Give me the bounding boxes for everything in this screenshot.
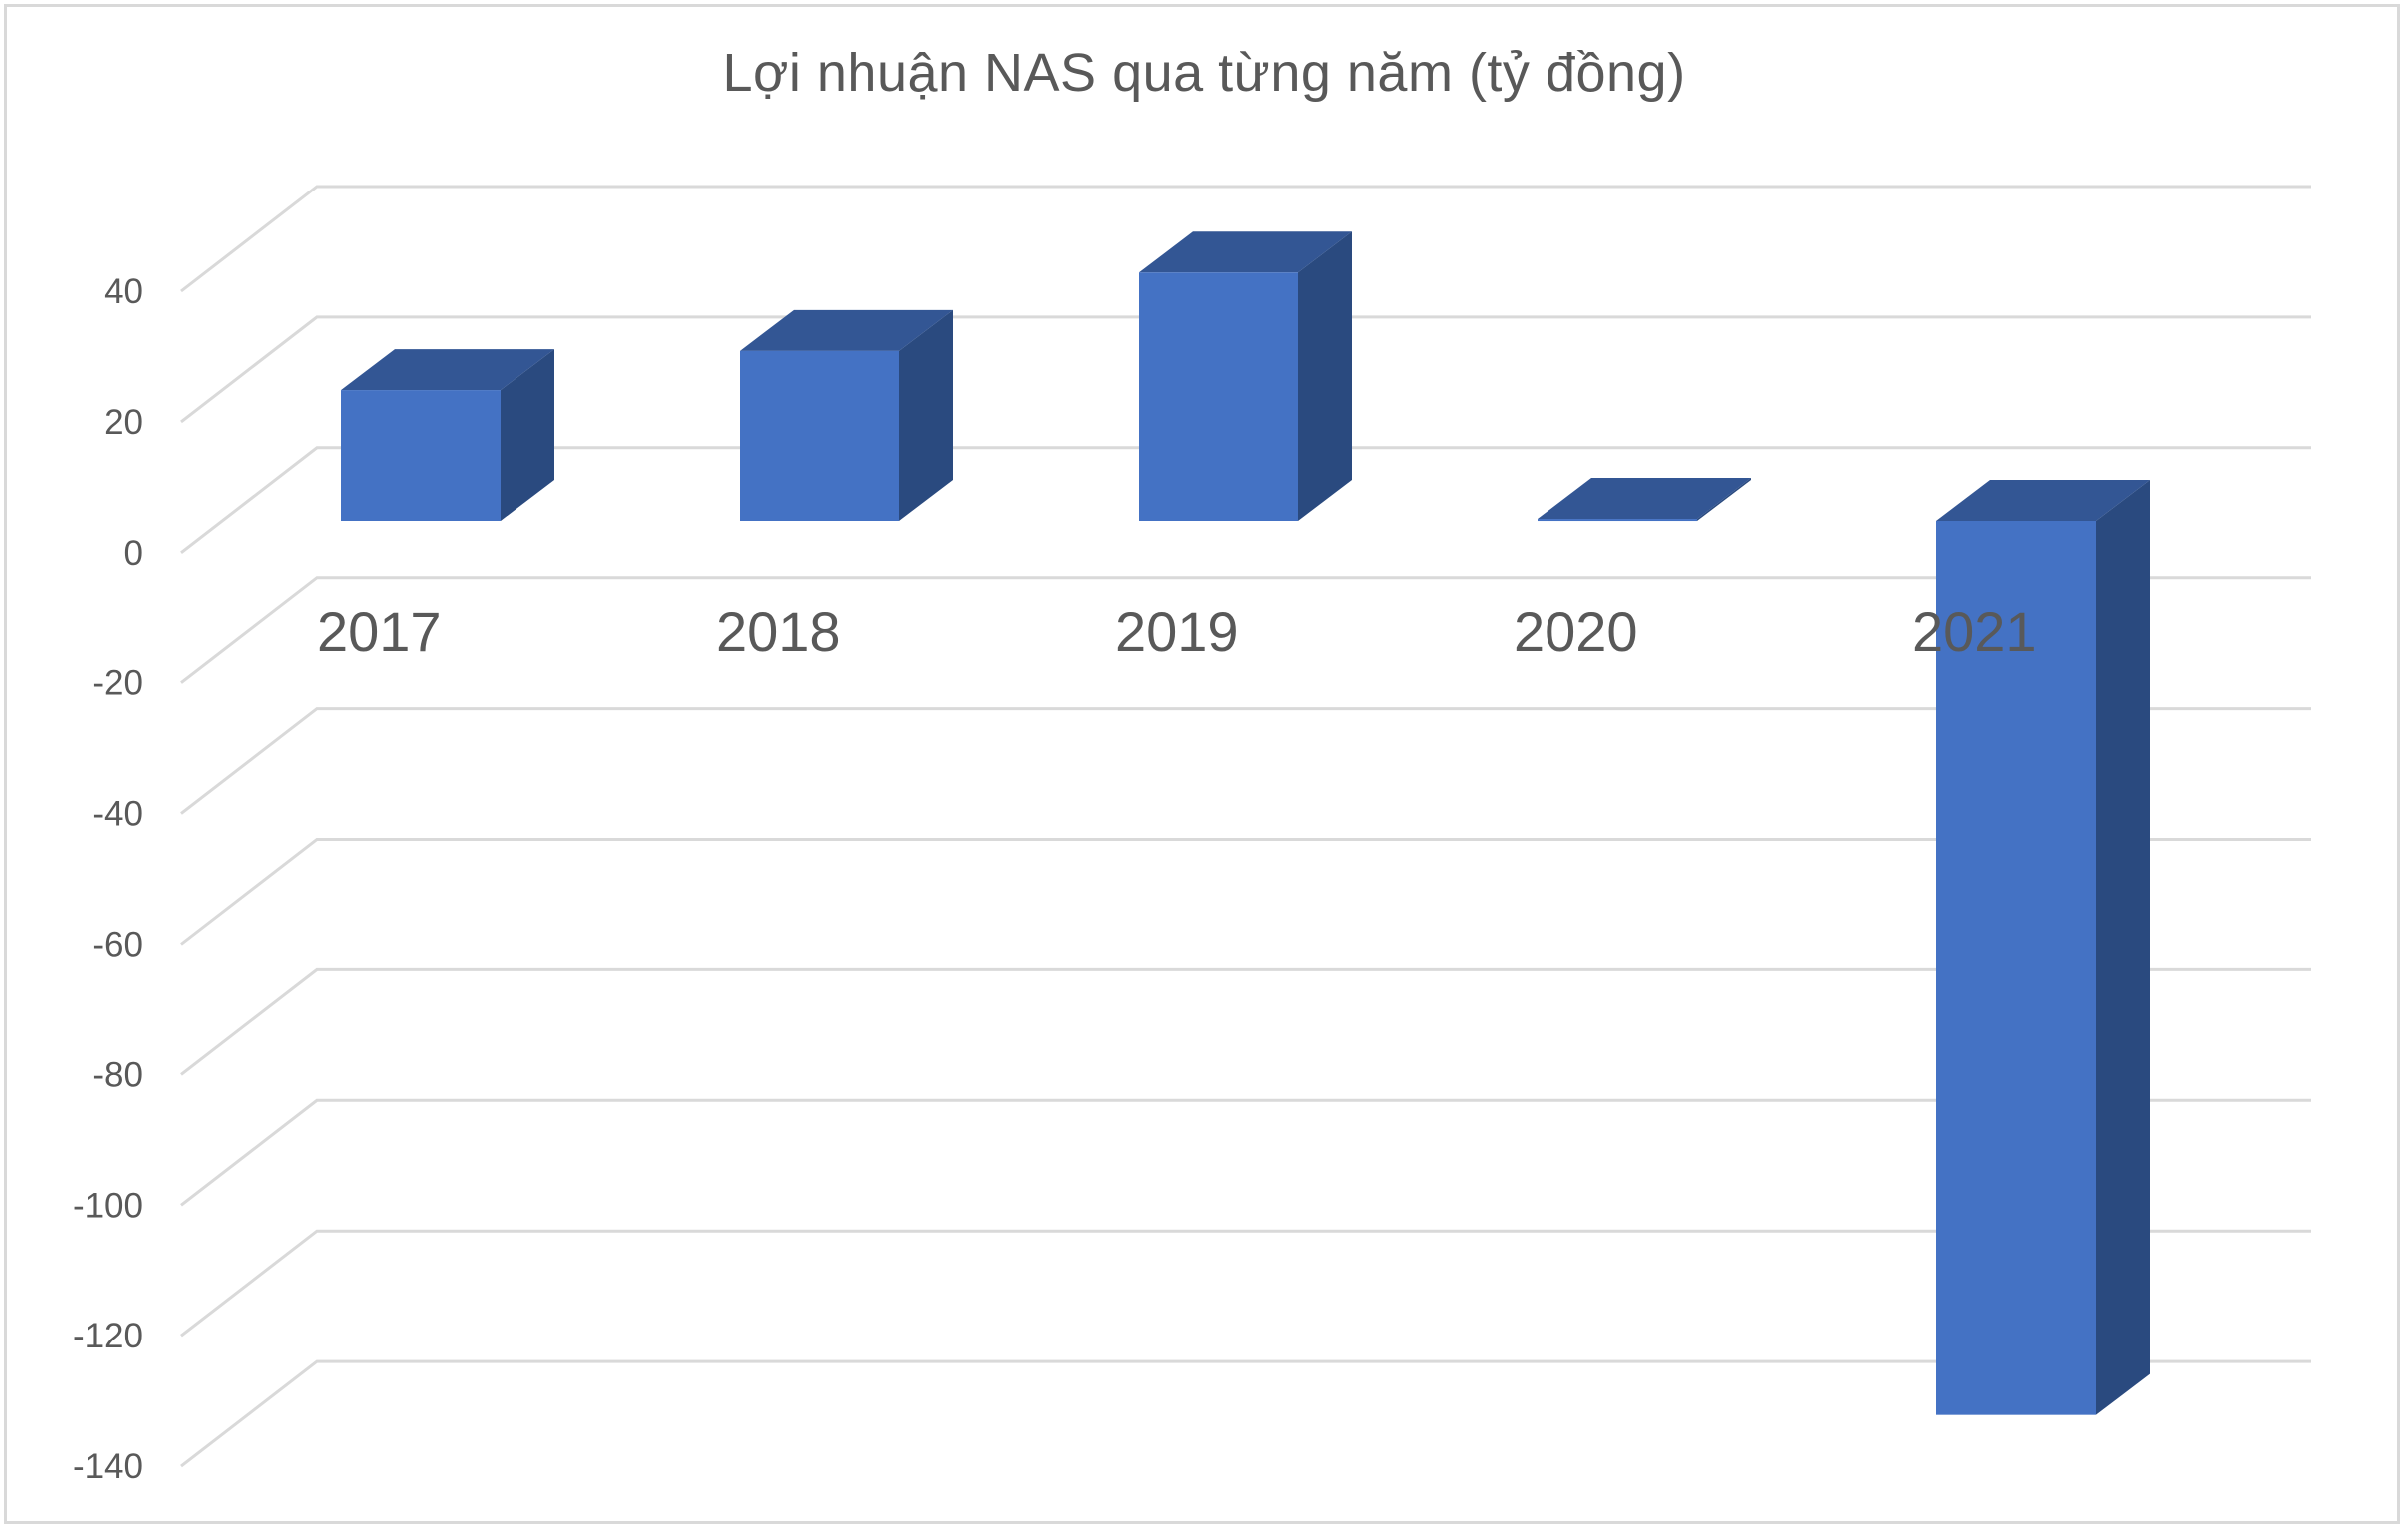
- bar-top-face: [1538, 478, 1751, 520]
- gridline: [180, 185, 2311, 293]
- y-axis-tick-label: 20: [104, 403, 143, 442]
- bar-side-face: [1697, 478, 1751, 521]
- y-axis-tick-label: -20: [92, 664, 143, 703]
- bar-side-face: [1298, 231, 1352, 522]
- gridline: [180, 1229, 2311, 1338]
- bar-front-face: [1936, 521, 2096, 1415]
- bars: [341, 231, 2150, 1415]
- bar-top-face: [341, 349, 554, 391]
- bar-top-face: [740, 309, 953, 351]
- bar-2020: [1538, 478, 1751, 522]
- x-axis-category-label: 2018: [716, 600, 841, 663]
- y-axis-tick-label: -60: [92, 926, 143, 964]
- bar-front-face: [740, 350, 899, 521]
- y-axis-tick-label: 40: [104, 272, 143, 311]
- gridlines: [180, 185, 2311, 1468]
- gridline: [180, 315, 2311, 424]
- bar-front-face: [341, 390, 501, 521]
- x-axis-labels: 2017 2018 2019 2020 2021: [317, 600, 2037, 663]
- gridline: [180, 967, 2311, 1076]
- gridline: [180, 446, 2311, 554]
- gridline: [180, 1359, 2311, 1468]
- x-axis-category-label: 2020: [1514, 600, 1638, 663]
- bar-2017: [341, 349, 554, 521]
- bar-2021: [1936, 480, 2150, 1415]
- bar-side-face: [2096, 480, 2150, 1415]
- gridline: [180, 576, 2311, 684]
- bar-top-face: [1936, 480, 2150, 521]
- y-axis-tick-label: -80: [92, 1055, 143, 1094]
- x-axis-category-label: 2019: [1115, 600, 1239, 663]
- bar-front-face: [1538, 519, 1697, 522]
- bar-side-face: [501, 349, 554, 521]
- x-axis-category-label: 2017: [317, 600, 442, 663]
- y-axis-tick-label: -120: [73, 1317, 143, 1355]
- y-axis-labels: 40 20 0 -20 -40 -60 -80 -100 -120 -140: [73, 272, 143, 1486]
- y-axis-tick-label: -140: [73, 1447, 143, 1486]
- bar-2018: [740, 309, 953, 521]
- bar-top-face: [1139, 231, 1352, 273]
- gridline: [180, 707, 2311, 815]
- bar-side-face: [899, 309, 953, 521]
- gridline: [180, 838, 2311, 946]
- bar-front-face: [1139, 272, 1298, 521]
- y-axis-tick-label: 0: [124, 534, 143, 573]
- x-axis-category-label: 2021: [1912, 600, 2037, 663]
- bar-2019: [1139, 231, 1352, 522]
- chart-title: Lợi nhuận NAS qua từng năm (tỷ đồng): [722, 43, 1686, 103]
- gridline: [180, 1098, 2311, 1207]
- y-axis-tick-label: -40: [92, 795, 143, 834]
- y-axis-tick-label: -100: [73, 1186, 143, 1225]
